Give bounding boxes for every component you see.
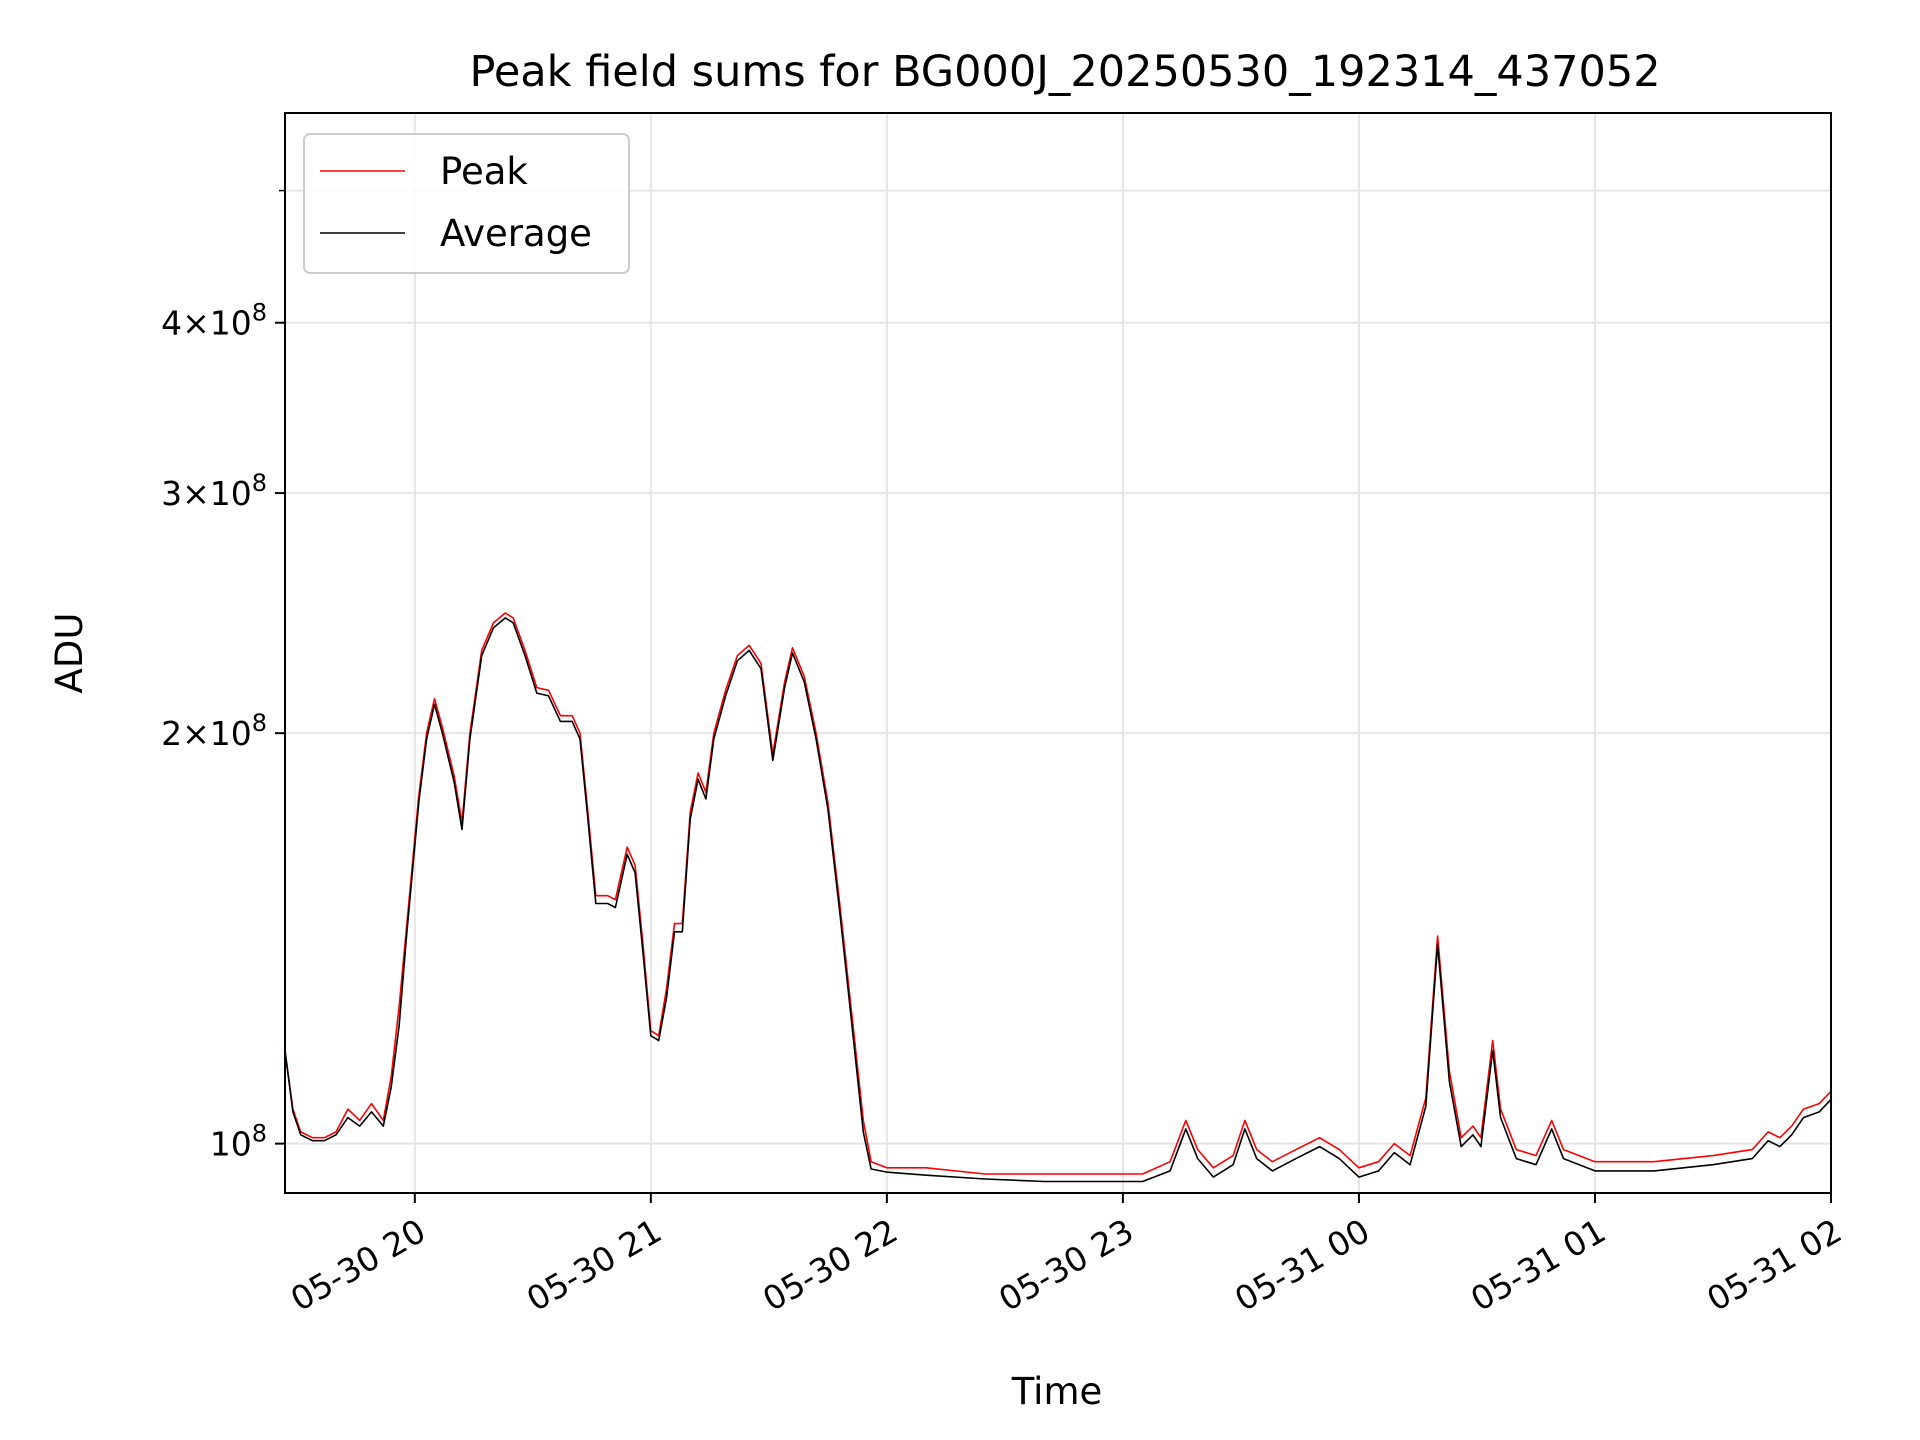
legend-label-average: Average xyxy=(440,212,592,255)
y-axis-label: ADU xyxy=(48,613,91,694)
legend-label-peak: Peak xyxy=(440,150,528,193)
y-tick-label: 3×108 xyxy=(161,469,267,513)
chart-title: Peak field sums for BG000J_20250530_1923… xyxy=(469,47,1660,97)
y-axis: 108 2×108 3×108 4×108 xyxy=(161,189,285,1164)
y-tick-label: 4×108 xyxy=(161,299,267,343)
series-group xyxy=(285,612,1831,1183)
series-line-average xyxy=(285,617,1831,1183)
y-tick-label: 2×108 xyxy=(161,709,267,753)
series-line-peak xyxy=(285,612,1831,1175)
x-axis-label: Time xyxy=(1011,1370,1103,1413)
legend-box xyxy=(303,133,630,274)
y-tick-label: 108 xyxy=(210,1120,267,1164)
legend: Peak Average xyxy=(303,133,630,274)
plot-frame xyxy=(284,112,1832,1194)
